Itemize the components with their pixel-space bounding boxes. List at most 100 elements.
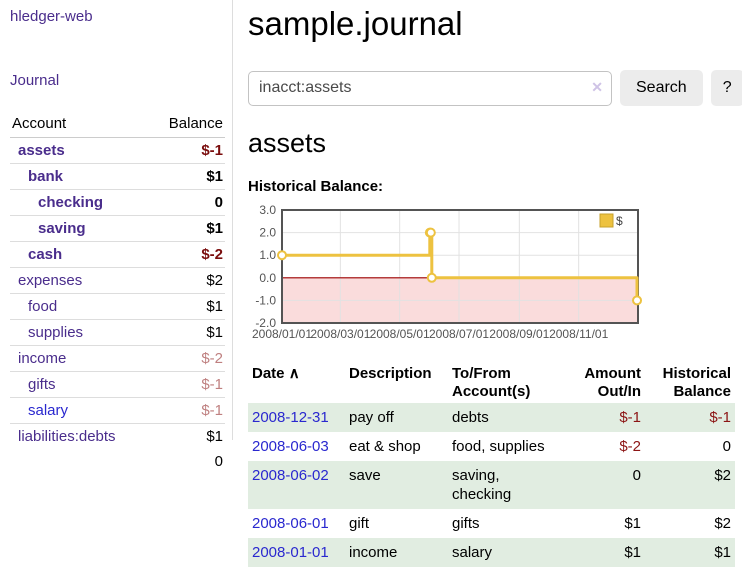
sidebar-account-balance: $-1 bbox=[201, 142, 223, 159]
accounts-total-value: 0 bbox=[214, 453, 223, 470]
historical-balance-chart: $3.0 2.0 1.0 0.0 -1.0 -2.02008/01/012008/03/0… bbox=[252, 203, 643, 341]
transaction-description: save bbox=[349, 467, 381, 484]
transaction-row: 2008-06-03 eat & shop food, supplies $-2 0 bbox=[248, 432, 735, 461]
svg-text:$: $ bbox=[616, 214, 623, 228]
transaction-balance: $2 bbox=[714, 467, 731, 484]
svg-text:1.0: 1.0 bbox=[259, 248, 276, 262]
account-row: gifts $-1 bbox=[10, 371, 225, 398]
transaction-amount: $1 bbox=[624, 544, 641, 561]
search-input[interactable] bbox=[248, 70, 612, 106]
total-spacer bbox=[10, 449, 149, 474]
accounts-column-header: To/From Account(s) bbox=[452, 365, 531, 400]
svg-text:2008/03/01: 2008/03/01 bbox=[310, 327, 370, 341]
sidebar-account-link[interactable]: liabilities:debts bbox=[18, 428, 116, 445]
svg-text:2008/11/01: 2008/11/01 bbox=[549, 327, 608, 341]
transaction-balance: $-1 bbox=[709, 409, 731, 426]
sidebar-account-link[interactable]: income bbox=[18, 350, 67, 367]
account-row: salary $-1 bbox=[10, 397, 225, 424]
transaction-description: eat & shop bbox=[349, 438, 421, 455]
transaction-row: 2008-12-31 pay off debts $-1 $-1 bbox=[248, 403, 735, 432]
account-row: bank $1 bbox=[10, 163, 225, 190]
accounts-total-row: 0 bbox=[10, 449, 225, 474]
sidebar-account-balance: $1 bbox=[149, 215, 225, 242]
sidebar-nav: Journal bbox=[10, 72, 232, 90]
transaction-accounts: debts bbox=[452, 409, 489, 426]
sidebar-account-link[interactable]: supplies bbox=[28, 324, 84, 341]
svg-text:2008/05/01: 2008/05/01 bbox=[370, 327, 430, 341]
sidebar-account-balance: $-1 bbox=[149, 371, 225, 398]
nav-journal-link[interactable]: Journal bbox=[10, 72, 60, 89]
transaction-date-link[interactable]: 2008-12-31 bbox=[252, 409, 329, 426]
page-title: sample.journal bbox=[248, 5, 463, 42]
transaction-description: pay off bbox=[349, 409, 394, 426]
transaction-date-link[interactable]: 2008-06-03 bbox=[252, 438, 329, 455]
sidebar-account-link[interactable]: food bbox=[28, 298, 58, 315]
sidebar-account-balance: $1 bbox=[149, 293, 225, 320]
sidebar-account-balance: $-1 bbox=[149, 397, 225, 424]
transaction-description: income bbox=[349, 544, 398, 561]
historical-balance-column-header: Historical Balance bbox=[662, 365, 731, 400]
svg-text:-2.0: -2.0 bbox=[255, 316, 276, 330]
sidebar-account-balance: 0 bbox=[149, 189, 225, 216]
transaction-accounts: salary bbox=[452, 544, 493, 561]
account-row: liabilities:debts $1 bbox=[10, 423, 225, 449]
transaction-accounts: saving, checking bbox=[452, 467, 512, 503]
svg-text:3.0: 3.0 bbox=[259, 203, 276, 217]
sidebar-account-link[interactable]: saving bbox=[38, 220, 86, 237]
sort-ascending-icon: ∧ bbox=[288, 365, 300, 382]
sidebar-account-link[interactable]: assets bbox=[18, 142, 65, 159]
account-row: supplies $1 bbox=[10, 319, 225, 346]
transaction-date-link[interactable]: 2008-01-01 bbox=[252, 544, 329, 561]
account-row: checking 0 bbox=[10, 189, 225, 216]
account-row: assets $-1 bbox=[10, 138, 225, 164]
account-row: food $1 bbox=[10, 293, 225, 320]
transaction-balance: 0 bbox=[722, 438, 731, 455]
transaction-date-link[interactable]: 2008-06-01 bbox=[252, 515, 329, 532]
clear-search-icon[interactable]: ✕ bbox=[591, 78, 603, 95]
account-row: cash $-2 bbox=[10, 241, 225, 268]
transaction-description: gift bbox=[349, 515, 370, 532]
sidebar: hledger-web Journal Account Balance asse… bbox=[0, 0, 233, 470]
help-button[interactable]: ? bbox=[710, 70, 742, 106]
transaction-balance: $2 bbox=[714, 515, 731, 532]
sidebar-account-link[interactable]: bank bbox=[28, 168, 64, 185]
search-button[interactable]: Search bbox=[620, 70, 703, 106]
sidebar-account-balance: $1 bbox=[149, 423, 225, 449]
transaction-amount: $1 bbox=[624, 515, 641, 532]
account-row: income $-2 bbox=[10, 345, 225, 372]
balance-column-header: Balance bbox=[149, 111, 225, 138]
transaction-amount: 0 bbox=[632, 467, 641, 484]
sidebar-account-link[interactable]: cash bbox=[28, 246, 63, 263]
transaction-amount: $-2 bbox=[619, 438, 641, 455]
sidebar-account-balance: $-2 bbox=[149, 241, 225, 268]
date-column-header: Date ∧ bbox=[252, 365, 300, 382]
transaction-row: 2008-01-01 income salary $1 $1 bbox=[248, 538, 735, 567]
amount-column-header: Amount Out/In bbox=[584, 365, 641, 400]
sidebar-account-balance: $1 bbox=[149, 163, 225, 190]
transaction-date-link[interactable]: 2008-06-02 bbox=[252, 467, 329, 484]
svg-text:-1.0: -1.0 bbox=[255, 293, 276, 307]
main-content: sample.journal ✕ Search ? assets Histori… bbox=[248, 0, 742, 567]
search-row: ✕ Search ? bbox=[248, 70, 742, 106]
sidebar-account-balance: $-2 bbox=[149, 345, 225, 372]
sidebar-account-link[interactable]: checking bbox=[38, 194, 104, 211]
transaction-amount: $-1 bbox=[619, 409, 641, 426]
sidebar-account-balance: $2 bbox=[149, 267, 225, 294]
chart-title: Historical Balance: bbox=[248, 178, 384, 195]
accounts-column-header: Account bbox=[10, 111, 150, 138]
account-row: saving $1 bbox=[10, 215, 225, 242]
sidebar-account-link[interactable]: salary bbox=[28, 402, 69, 419]
transaction-balance: $1 bbox=[714, 544, 731, 561]
account-row: expenses $2 bbox=[10, 267, 225, 294]
transaction-row: 2008-06-02 save saving, checking 0 $2 bbox=[248, 461, 735, 509]
register-header-row: Date ∧ Description To/From Account(s) Am… bbox=[248, 362, 735, 403]
svg-text:2008/01/01: 2008/01/01 bbox=[252, 327, 312, 341]
app-home-link[interactable]: hledger-web bbox=[10, 8, 93, 25]
sidebar-account-link[interactable]: gifts bbox=[28, 376, 56, 393]
svg-text:2.0: 2.0 bbox=[259, 226, 276, 240]
transaction-row: 2008-06-01 gift gifts $1 $2 bbox=[248, 509, 735, 538]
sidebar-account-link[interactable]: expenses bbox=[18, 272, 83, 289]
register-table: Date ∧ Description To/From Account(s) Am… bbox=[248, 362, 735, 567]
svg-text:2008/09/01: 2008/09/01 bbox=[489, 327, 549, 341]
svg-text:0.0: 0.0 bbox=[259, 271, 276, 285]
